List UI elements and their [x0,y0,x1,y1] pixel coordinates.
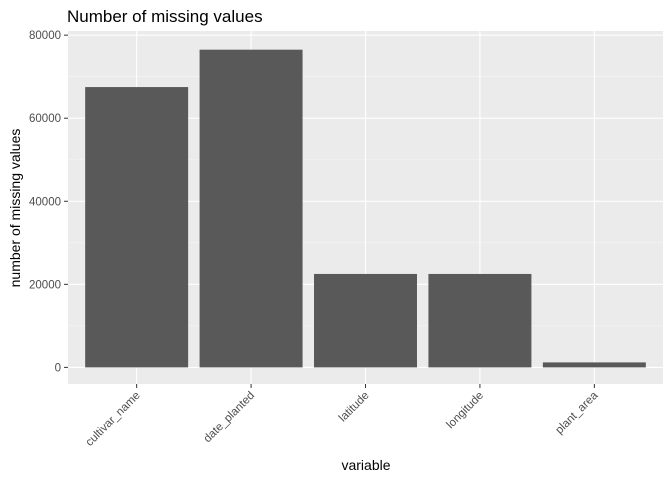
bars [85,49,646,368]
y-axis: 0 20000 40000 60000 80000 [29,30,68,374]
y-tick-label: 20000 [29,279,61,291]
y-tick-label: 60000 [29,113,61,125]
y-axis-title: number of missing values [7,129,23,288]
chart-title: Number of missing values [67,7,263,26]
y-tick-label: 0 [55,362,61,374]
x-tick-label: date_planted [202,390,258,446]
bar-plant_area [542,362,646,368]
x-axis: cultivar_name date_planted latitude longitu… [84,384,601,449]
x-tick-label: cultivar_name [84,390,143,449]
bar-longitude [428,273,532,368]
y-tick-label: 80000 [29,30,61,42]
x-tick-label: plant_area [554,389,601,436]
bar-cultivar_name [85,87,189,368]
x-axis-title: variable [341,457,390,473]
bar-date_planted [199,49,303,368]
x-tick-label: longitude [445,390,486,431]
bar-latitude [314,273,417,368]
x-tick-label: latitude [337,390,372,425]
y-tick-label: 40000 [29,196,61,208]
